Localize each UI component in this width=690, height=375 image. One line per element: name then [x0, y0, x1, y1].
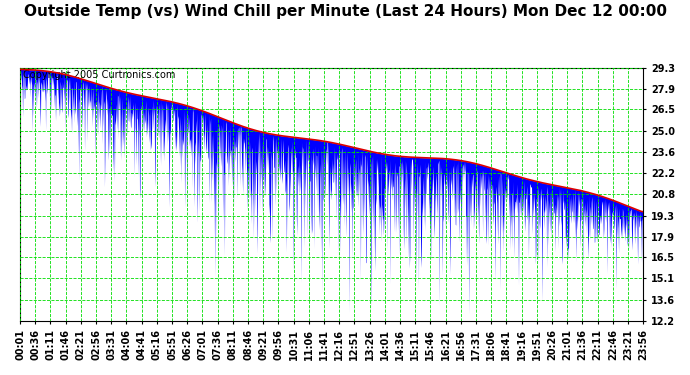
Text: Outside Temp (vs) Wind Chill per Minute (Last 24 Hours) Mon Dec 12 00:00: Outside Temp (vs) Wind Chill per Minute …: [23, 4, 667, 19]
Text: Copyright 2005 Curtronics.com: Copyright 2005 Curtronics.com: [23, 70, 175, 80]
